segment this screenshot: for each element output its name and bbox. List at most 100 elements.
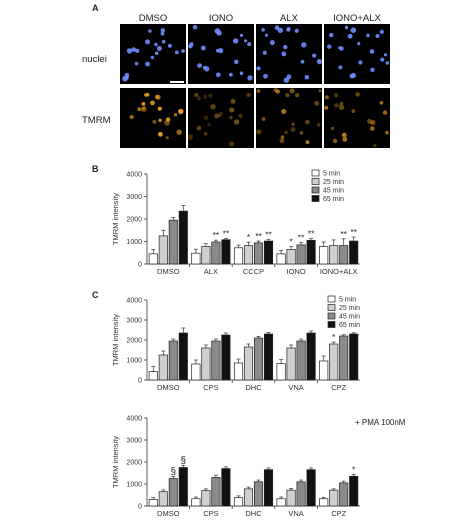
cell-dot xyxy=(349,73,355,79)
scale-bar xyxy=(170,81,184,83)
bar xyxy=(276,253,286,265)
cell-dot xyxy=(312,53,317,58)
x-tick-label: CPS xyxy=(203,509,218,518)
cell-dot xyxy=(291,122,295,126)
bar xyxy=(296,340,306,381)
bar xyxy=(263,333,274,381)
bar xyxy=(178,210,188,265)
x-tick-label: VNA xyxy=(288,383,303,392)
chart-c-top: 0 1000 2000 3000 4000 TMRM intensity DMSO CPS DH… xyxy=(111,295,360,392)
cell-dot xyxy=(370,67,375,72)
cell-dot xyxy=(295,93,300,98)
cell-dot xyxy=(158,118,162,122)
bar xyxy=(276,363,286,381)
cell-dot xyxy=(334,103,339,108)
cell-dot xyxy=(385,130,389,135)
y-tick-label: 1000 xyxy=(126,482,142,489)
bar xyxy=(168,340,178,381)
bar xyxy=(148,253,158,265)
bar xyxy=(349,240,359,265)
bar xyxy=(233,362,244,381)
cell-dot xyxy=(126,48,133,54)
bar xyxy=(148,499,158,507)
bar xyxy=(168,478,178,507)
bar xyxy=(339,482,349,507)
cell-dot xyxy=(370,126,375,131)
bar xyxy=(211,241,221,265)
cell-dot xyxy=(194,92,199,97)
cell-dot xyxy=(244,39,248,43)
bar xyxy=(253,481,264,507)
cell-dot xyxy=(216,48,220,53)
x-tick-label: CPS xyxy=(203,383,218,392)
bar xyxy=(306,240,316,265)
legend-swatch xyxy=(311,195,320,202)
significance-marker: § xyxy=(171,466,177,477)
cell-dot xyxy=(333,93,339,98)
cell-dot xyxy=(154,51,159,56)
cell-dot xyxy=(351,109,356,113)
cell-dot xyxy=(229,115,233,120)
bar xyxy=(168,219,178,265)
cell-dot xyxy=(188,134,193,140)
cell-dot xyxy=(165,136,169,140)
cell-dot xyxy=(181,49,185,53)
y-tick-label: 1000 xyxy=(126,239,142,246)
tmrm-image-2 xyxy=(188,88,254,148)
cell-dot xyxy=(134,48,140,53)
significance-marker: ** xyxy=(265,229,272,239)
cell-dot xyxy=(385,61,390,65)
significance-marker: * xyxy=(332,332,336,342)
bar xyxy=(319,498,329,507)
row-label-tmrm: TMRM xyxy=(82,115,111,126)
x-tick-label: CPZ xyxy=(331,383,346,392)
cell-dot xyxy=(196,96,201,101)
bar xyxy=(296,244,306,265)
cell-dot xyxy=(263,73,268,79)
cell-dot xyxy=(196,125,202,131)
cell-dot xyxy=(305,140,310,144)
cell-dot xyxy=(174,50,179,55)
bar xyxy=(276,498,286,507)
cell-dot xyxy=(239,71,244,75)
y-tick-label: 2000 xyxy=(126,460,142,467)
cell-dot xyxy=(281,109,287,114)
bar xyxy=(339,245,349,265)
cell-dot xyxy=(279,138,285,144)
chart-c-bottom: 0 1000 2000 3000 4000 TMRM intensity DMSO CPS DH… xyxy=(111,416,360,518)
cell-dot xyxy=(160,31,165,36)
bar xyxy=(329,343,339,381)
cell-dot xyxy=(233,119,240,125)
cell-dot xyxy=(154,42,158,47)
legend-swatch xyxy=(327,295,336,303)
y-tick-label: 2000 xyxy=(126,217,142,224)
cell-dot xyxy=(373,143,377,148)
bar xyxy=(211,340,221,381)
cell-dot xyxy=(275,89,280,94)
bar xyxy=(201,490,211,507)
pma-note: + PMA 100nM xyxy=(355,418,406,427)
cell-dot xyxy=(141,106,147,113)
cell-dot xyxy=(134,61,139,66)
bar xyxy=(349,333,359,381)
x-tick-label: DMSO xyxy=(157,267,180,276)
cell-dot xyxy=(155,94,160,99)
cell-dot xyxy=(129,115,134,119)
y-tick-label: 4000 xyxy=(126,172,142,179)
cell-dot xyxy=(329,32,334,38)
tmrm-image-1 xyxy=(120,88,186,148)
cell-dot xyxy=(379,101,384,105)
y-tick-label: 3000 xyxy=(126,438,142,445)
cell-dot xyxy=(316,59,322,65)
legend-label: 65 min xyxy=(323,196,344,203)
cell-dot xyxy=(290,127,296,132)
x-tick-label: DHC xyxy=(245,509,262,518)
y-tick-label: 0 xyxy=(138,262,142,269)
cell-dot xyxy=(262,50,267,55)
y-tick-label: 4000 xyxy=(126,298,142,305)
cell-dot xyxy=(214,113,220,119)
y-axis-label: TMRM intensity xyxy=(111,193,120,245)
chart-b: 0 1000 2000 3000 4000 TMRM intensity DMSO ALX CC… xyxy=(111,169,360,276)
cell-dot xyxy=(281,51,287,57)
cell-dot xyxy=(286,27,291,32)
